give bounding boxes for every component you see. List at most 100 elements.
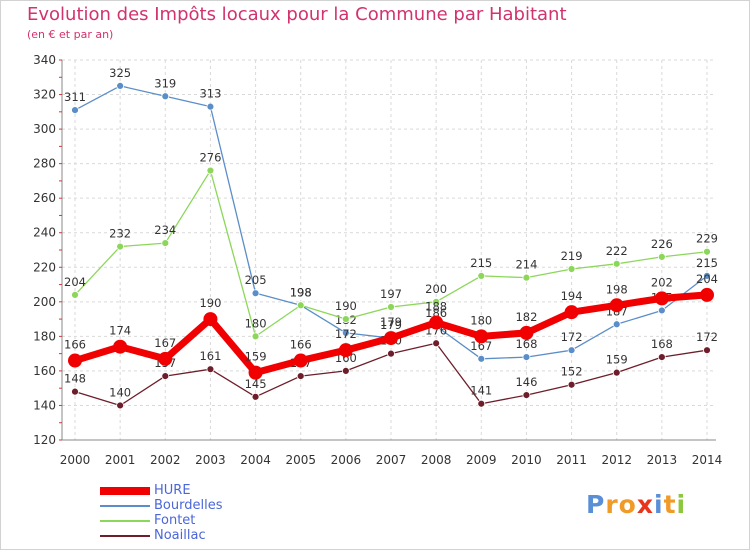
y-tick-label: 280 [33,157,56,171]
data-point-noaillac [116,401,125,410]
data-point-fontet [387,303,395,311]
plot-area [62,60,716,440]
data-point-bourdelles [341,329,350,337]
data-label-bourdelles: 168 [515,337,537,351]
data-label-bourdelles: 186 [425,306,447,320]
data-label-hure: 179 [380,315,402,329]
data-point-fontet [657,253,666,261]
data-label-fontet: 214 [515,258,537,272]
data-point-fontet [341,315,350,323]
data-point-noaillac [703,346,711,355]
data-label-bourdelles: 311 [64,90,86,104]
x-tick-label: 2004 [240,453,271,467]
legend-item-noaillac: Noaillac [100,528,300,543]
data-point-hure [609,298,624,313]
data-label-hure: 167 [154,336,176,350]
data-label-fontet: 204 [64,275,86,289]
data-label-hure: 172 [335,327,357,341]
data-label-bourdelles: 205 [245,273,267,287]
x-tick-label: 2001 [105,453,136,467]
y-tick-label: 260 [33,191,56,205]
data-label-hure: 202 [651,275,673,289]
data-label-hure: 180 [470,313,492,327]
data-label-noaillac: 152 [561,365,583,379]
x-tick-label: 2011 [556,453,587,467]
data-label-bourdelles: 319 [154,76,176,90]
data-point-bourdelles [71,106,79,114]
y-tick-label: 220 [33,260,56,274]
x-tick-label: 2014 [692,453,723,467]
data-point-noaillac [387,349,395,358]
data-label-noaillac: 172 [696,330,718,344]
chart-title: Evolution des Impôts locaux pour la Comm… [27,4,567,25]
data-label-noaillac: 161 [199,349,221,363]
data-point-hure [700,287,714,302]
x-tick-label: 2012 [601,453,632,467]
data-point-hure [158,351,173,366]
data-label-hure: 159 [245,350,267,364]
data-point-hure [113,339,128,354]
data-point-bourdelles [612,320,621,329]
data-label-fontet: 215 [470,256,492,270]
data-point-fontet [612,259,621,268]
x-tick-label: 2000 [60,453,91,467]
data-label-noaillac: 168 [651,337,673,351]
legend-item-hure: HURE [100,483,300,498]
data-point-hure [293,353,308,368]
data-point-fontet [567,265,576,273]
data-point-fontet [522,273,531,282]
legend-swatch [100,487,150,495]
data-label-noaillac: 140 [109,385,131,399]
data-label-noaillac: 146 [515,375,537,389]
data-point-fontet [206,166,215,175]
y-tick-label: 200 [33,295,56,309]
x-tick-label: 2008 [421,453,452,467]
data-point-fontet [703,247,711,256]
x-tick-label: 2002 [150,453,181,467]
y-tick-label: 340 [33,53,56,67]
data-label-fontet: 229 [696,232,718,246]
data-label-noaillac: 141 [470,384,492,398]
data-label-noaillac: 148 [64,372,86,386]
logo-letter: i [676,490,687,519]
legend-label: Noaillac [154,528,206,543]
data-label-fontet: 198 [290,285,312,299]
data-point-hure [654,291,669,306]
logo-letter: o [618,490,637,519]
y-tick-label: 180 [33,329,56,343]
y-tick-label: 160 [33,364,56,378]
data-label-hure: 188 [425,300,447,314]
data-point-bourdelles [251,289,260,298]
data-label-noaillac: 159 [606,353,628,367]
data-point-bourdelles [161,92,170,101]
x-tick-label: 2009 [466,453,497,467]
legend-item-fontet: Fontet [100,513,300,528]
data-point-bourdelles [703,272,711,280]
logo-letter: r [605,490,619,519]
data-label-fontet: 197 [380,287,402,301]
x-tick-label: 2007 [376,453,407,467]
y-tick-label: 120 [33,433,56,447]
data-point-hure [474,329,489,344]
legend-swatch [100,520,150,522]
data-point-hure [68,353,82,368]
legend-label: Fontet [154,513,196,528]
logo-letter: i [654,490,664,519]
data-label-hure: 198 [606,282,628,296]
data-point-noaillac [341,367,350,375]
logo-letter: t [663,490,677,519]
data-point-bourdelles [477,354,486,363]
x-tick-label: 2013 [647,453,678,467]
data-label-hure: 194 [561,289,583,303]
data-point-noaillac [432,339,441,348]
y-tick-label: 320 [33,88,56,102]
logo-letter: P [586,490,606,519]
data-label-hure: 182 [515,310,537,324]
y-tick-label: 300 [33,122,56,136]
data-label-fontet: 234 [154,223,176,237]
data-label-fontet: 219 [561,249,583,263]
logo-letter: x [636,490,654,519]
data-label-bourdelles: 198 [290,285,312,299]
y-tick-label: 240 [33,226,56,240]
data-label-fontet: 232 [109,227,131,241]
